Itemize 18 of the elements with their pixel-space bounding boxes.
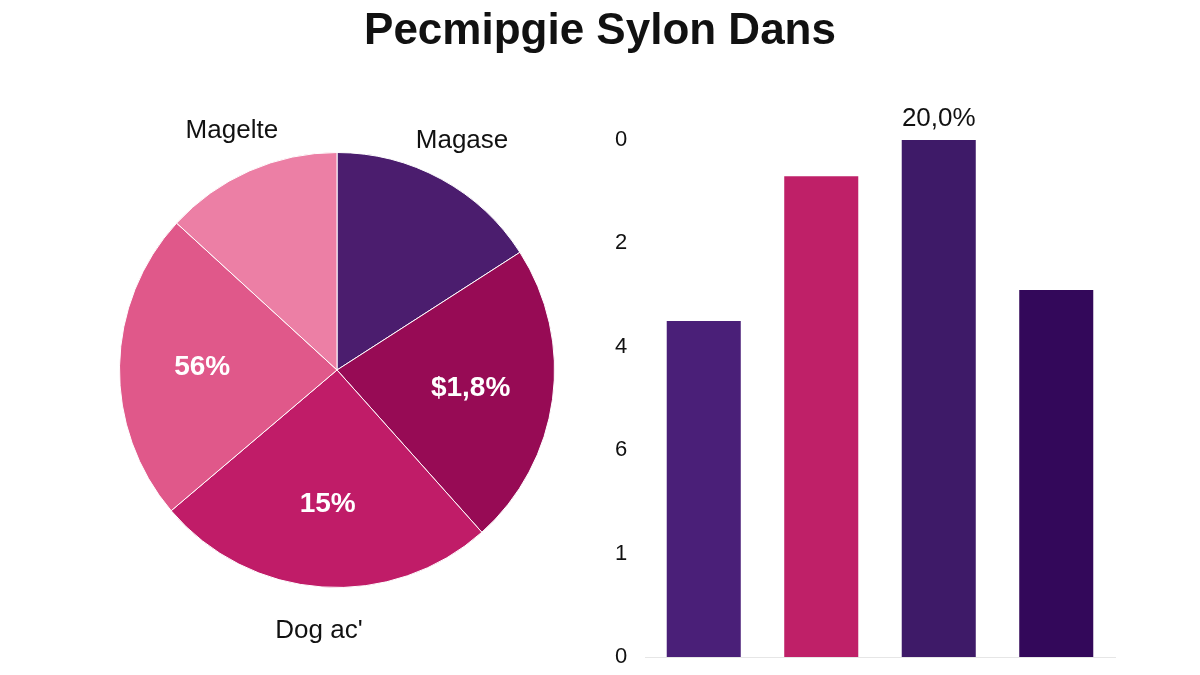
bar	[784, 176, 859, 657]
text: 56%	[174, 350, 231, 382]
bar	[901, 140, 976, 657]
text: 0	[614, 126, 628, 152]
annotation: 20,0%	[901, 102, 976, 133]
text: $1,8%	[430, 370, 511, 402]
text: 0	[614, 643, 628, 669]
bar	[666, 320, 741, 657]
slice-label: Dog ac'	[275, 613, 363, 644]
bar	[1019, 289, 1094, 657]
text: 2	[614, 229, 628, 255]
text: 1	[614, 539, 628, 565]
chart-title: Pecmipgie Sylon Dans	[363, 4, 837, 54]
text: 15%	[299, 487, 356, 519]
text: 4	[614, 332, 628, 358]
text: 6	[614, 436, 628, 462]
slice-label: Magase	[415, 124, 509, 155]
slice-label: Magelte	[185, 114, 279, 145]
